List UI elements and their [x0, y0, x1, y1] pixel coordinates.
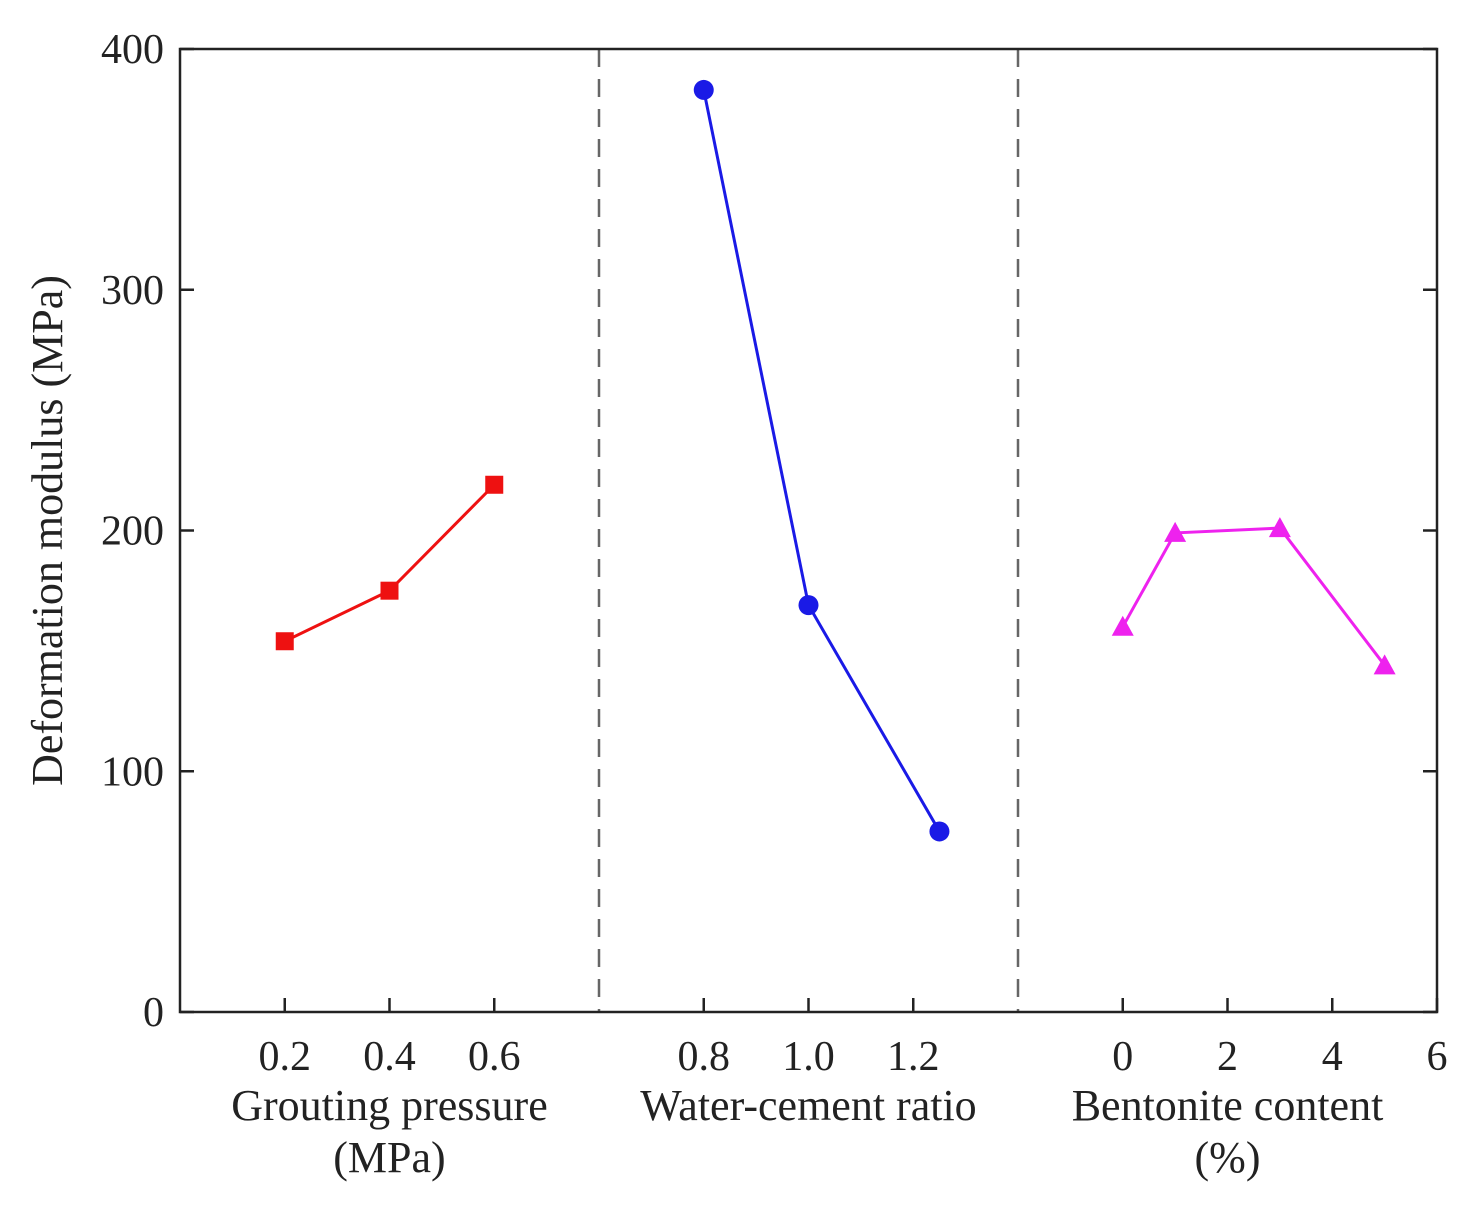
bentonite-content-point	[1268, 517, 1291, 538]
y-axis-title: Deformation modulus (MPa)	[23, 275, 72, 786]
panel-dividers	[597, 49, 1020, 1012]
bentonite-content-point	[1164, 521, 1187, 542]
water-cement-ratio-point	[693, 79, 714, 100]
bentonite-content-point	[1373, 654, 1396, 675]
bentonite-content-point	[1111, 615, 1134, 636]
x-tick-label: 6	[1427, 1034, 1448, 1080]
series-layer	[275, 79, 1396, 842]
water-cement-ratio-point	[929, 821, 950, 842]
x-tick-label: 0	[1112, 1034, 1133, 1080]
grouting-pressure-point	[380, 581, 399, 600]
bentonite-content-xlabel: Bentonite content	[1072, 1081, 1384, 1130]
y-tick-label: 0	[143, 990, 164, 1036]
grouting-pressure-series-line	[284, 483, 496, 643]
x-tick-label: 4	[1322, 1034, 1343, 1080]
axes	[178, 47, 1439, 1014]
x-tick-label: 1.0	[782, 1034, 835, 1080]
grouting-pressure-xlabel: Grouting pressure	[231, 1081, 548, 1130]
bentonite-content-series-line	[1121, 526, 1386, 667]
grouting-pressure-point	[275, 632, 294, 651]
x-tick-label: 2	[1217, 1034, 1238, 1080]
water-cement-ratio-series-line	[702, 89, 941, 833]
y-tick-label: 100	[101, 749, 164, 795]
water-cement-ratio-xlabel: Water-cement ratio	[640, 1081, 976, 1130]
grouting-pressure-point	[485, 475, 504, 494]
x-tick-label: 1.2	[887, 1034, 940, 1080]
x-tick-label: 0.2	[259, 1034, 312, 1080]
y-tick-label: 400	[101, 27, 164, 73]
x-tick-label: 0.6	[468, 1034, 521, 1080]
labels: 0 100 200 300 400 Deformation modulus (MPa) 0.…	[23, 27, 1448, 1182]
x-tick-label: 0.8	[678, 1034, 731, 1080]
water-cement-ratio-point	[798, 595, 819, 616]
grouting-pressure-xlabel-unit: (MPa)	[333, 1133, 445, 1182]
x-tick-label: 0.4	[363, 1034, 416, 1080]
y-tick-label: 300	[101, 268, 164, 314]
bentonite-content-xlabel-unit: (%)	[1195, 1133, 1261, 1182]
y-tick-label: 200	[101, 509, 164, 555]
